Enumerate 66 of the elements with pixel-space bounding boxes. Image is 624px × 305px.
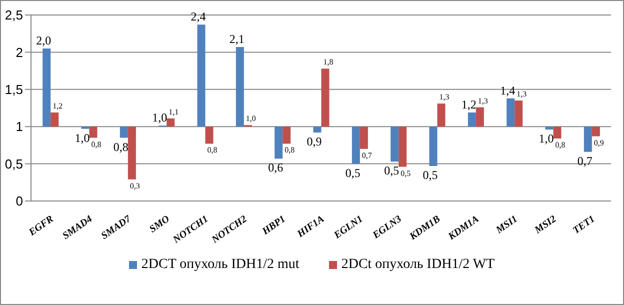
data-label: 0,8: [207, 146, 218, 155]
data-label: 0,8: [284, 146, 295, 155]
y-tick-label: 0,5: [4, 156, 23, 172]
bar: [128, 126, 136, 180]
data-label: 0,7: [577, 154, 592, 168]
data-label: 0,8: [91, 140, 102, 149]
bar: [476, 107, 484, 127]
data-label: 1,0: [74, 130, 90, 145]
bar: [584, 126, 592, 152]
x-tick-label: SMO: [148, 214, 172, 236]
y-tick-label: 2: [16, 44, 23, 60]
data-label: 0,9: [306, 134, 322, 149]
data-label: 1,3: [516, 90, 527, 99]
bar: [236, 46, 244, 127]
bar: [360, 126, 368, 149]
bar: [282, 126, 291, 144]
data-label: 1,8: [323, 58, 334, 67]
y-tick-label: 2,5: [4, 8, 23, 23]
data-label: 2,1: [229, 32, 244, 46]
data-label: 0,6: [268, 160, 284, 175]
bar: [50, 112, 59, 127]
bar: [89, 126, 98, 138]
data-label: 0,5: [345, 166, 360, 180]
data-label: 1,0: [152, 110, 168, 125]
data-label: 1,2: [52, 101, 63, 110]
bar: [545, 126, 554, 130]
data-label: 1,0: [538, 132, 554, 146]
data-label: 1,4: [500, 83, 516, 98]
data-label: 0,8: [113, 140, 128, 154]
bar: [120, 126, 128, 138]
bar: [437, 104, 446, 127]
bar: [514, 100, 523, 127]
y-tick-label: 1,5: [4, 82, 23, 98]
data-label: 1,0: [246, 114, 256, 124]
data-label: 0,7: [362, 150, 372, 160]
data-label: 2,0: [36, 33, 52, 48]
legend-label: 2DCt опухоль IDH1/2 WT: [341, 257, 495, 273]
bar: [205, 126, 214, 144]
data-label: 0,5: [384, 164, 400, 178]
bar: [429, 126, 438, 166]
bar: [197, 24, 206, 127]
data-label: 1,1: [168, 107, 179, 116]
bar: [592, 126, 600, 136]
bar: [352, 126, 360, 164]
data-label: 0,8: [555, 140, 566, 150]
bar: [468, 112, 476, 127]
data-label: 0,9: [594, 138, 604, 148]
data-label: 1,3: [478, 96, 488, 106]
data-label: 0,5: [400, 168, 411, 178]
data-label: 0,5: [422, 168, 438, 182]
bar: [313, 126, 322, 133]
data-label: 0,3: [130, 181, 140, 190]
bar: [321, 68, 330, 127]
data-label: 1,3: [439, 92, 450, 102]
data-label: 1,2: [461, 97, 476, 112]
bar: [390, 126, 399, 162]
data-label: 2,4: [190, 10, 206, 24]
legend-label: 2DCT опухоль IDH1/2 mut: [141, 257, 300, 273]
bar: [553, 126, 562, 139]
bar: [398, 126, 407, 167]
bar: [42, 48, 51, 127]
bar: [506, 98, 515, 127]
bar: [166, 118, 175, 127]
bar: [274, 126, 283, 159]
y-tick-label: 0: [16, 194, 23, 209]
y-tick-label: 1: [16, 119, 23, 134]
